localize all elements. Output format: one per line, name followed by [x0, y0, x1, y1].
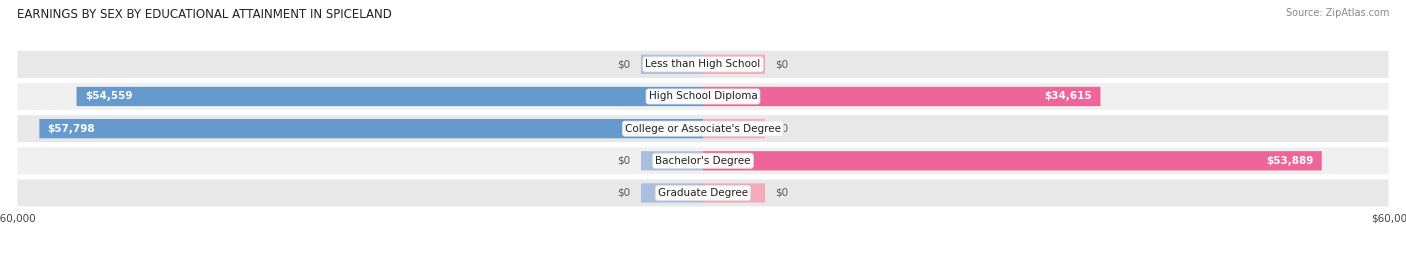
Text: College or Associate's Degree: College or Associate's Degree — [626, 124, 780, 134]
FancyBboxPatch shape — [17, 83, 1389, 110]
FancyBboxPatch shape — [641, 183, 703, 203]
Text: $34,615: $34,615 — [1045, 91, 1092, 102]
FancyBboxPatch shape — [39, 119, 703, 138]
FancyBboxPatch shape — [17, 115, 1389, 142]
FancyBboxPatch shape — [703, 87, 1101, 106]
Text: Less than High School: Less than High School — [645, 59, 761, 69]
Text: $0: $0 — [617, 156, 631, 166]
Text: $0: $0 — [775, 124, 789, 134]
Text: Bachelor's Degree: Bachelor's Degree — [655, 156, 751, 166]
Text: EARNINGS BY SEX BY EDUCATIONAL ATTAINMENT IN SPICELAND: EARNINGS BY SEX BY EDUCATIONAL ATTAINMEN… — [17, 8, 392, 21]
FancyBboxPatch shape — [703, 183, 765, 203]
FancyBboxPatch shape — [17, 51, 1389, 78]
FancyBboxPatch shape — [17, 147, 1389, 174]
FancyBboxPatch shape — [703, 55, 765, 74]
FancyBboxPatch shape — [641, 55, 703, 74]
FancyBboxPatch shape — [76, 87, 703, 106]
FancyBboxPatch shape — [703, 119, 765, 138]
Text: High School Diploma: High School Diploma — [648, 91, 758, 102]
FancyBboxPatch shape — [703, 151, 1322, 170]
FancyBboxPatch shape — [641, 151, 703, 170]
Text: Source: ZipAtlas.com: Source: ZipAtlas.com — [1285, 8, 1389, 18]
Text: $57,798: $57,798 — [48, 124, 96, 134]
Text: $54,559: $54,559 — [84, 91, 132, 102]
Text: $0: $0 — [617, 59, 631, 69]
Text: Graduate Degree: Graduate Degree — [658, 188, 748, 198]
Text: $53,889: $53,889 — [1267, 156, 1313, 166]
Text: $0: $0 — [617, 188, 631, 198]
Text: $0: $0 — [775, 188, 789, 198]
FancyBboxPatch shape — [17, 180, 1389, 206]
Text: $0: $0 — [775, 59, 789, 69]
